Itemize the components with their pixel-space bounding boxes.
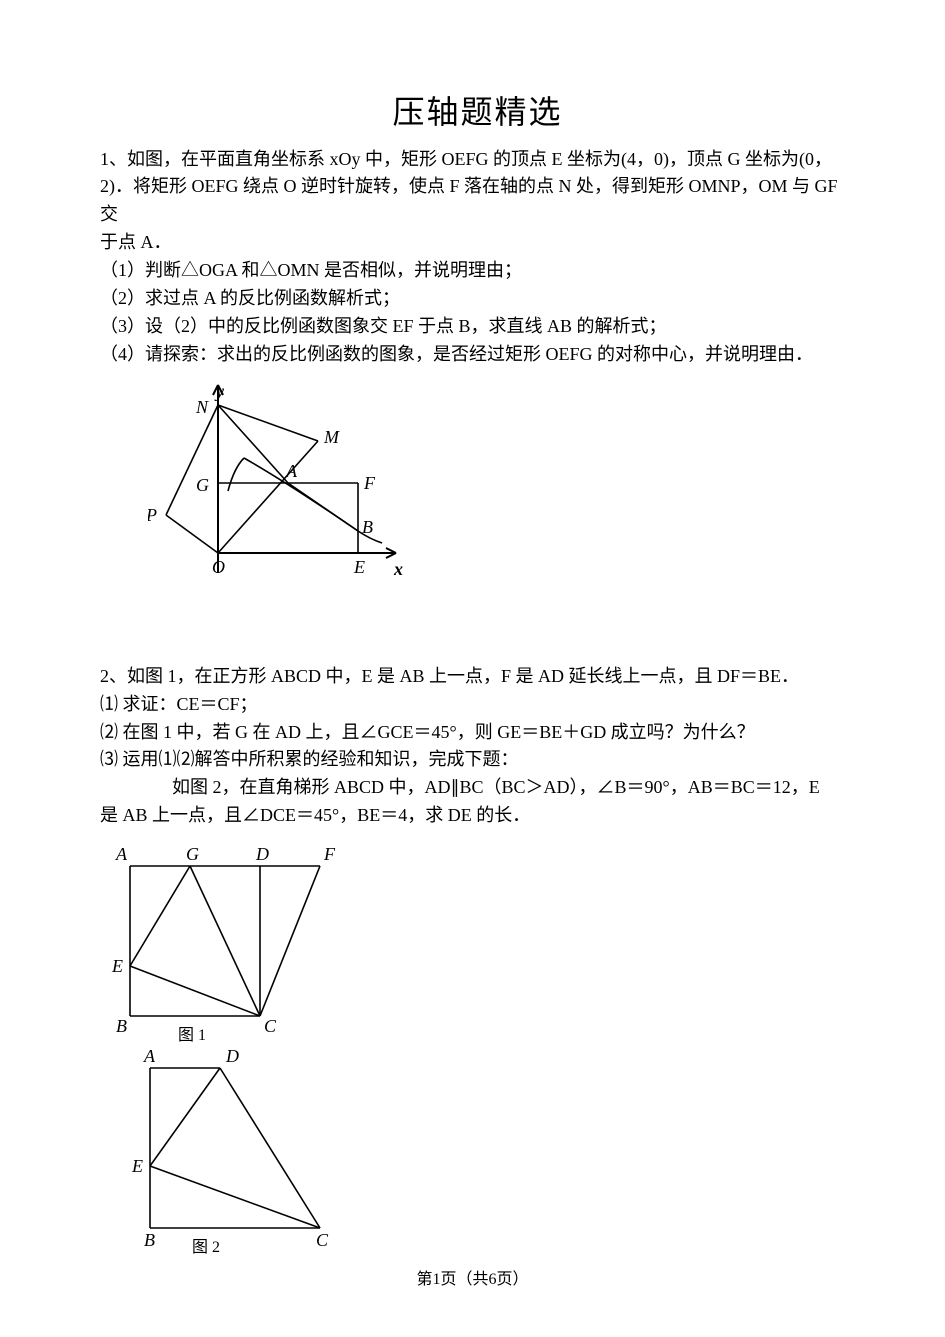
- svg-text:E: E: [353, 557, 365, 577]
- q1-figure: yN M G A F P B O Ex: [148, 373, 855, 603]
- svg-text:图 1: 图 1: [178, 1027, 206, 1044]
- svg-text:D: D: [225, 1048, 239, 1066]
- q1-part3: （3）设（2）中的反比例函数图象交 EF 于点 B，求直线 AB 的解析式；: [100, 313, 855, 341]
- q1-part2: （2）求过点 A 的反比例函数解析式；: [100, 285, 855, 313]
- question-2: 2、如图 1，在正方形 ABCD 中，E 是 AB 上一点，F 是 AD 延长线…: [100, 663, 855, 1258]
- svg-text:B: B: [362, 517, 373, 537]
- q2-part1: ⑴ 求证：CE＝CF；: [100, 691, 855, 719]
- svg-text:D: D: [255, 844, 269, 864]
- svg-text:E: E: [131, 1156, 143, 1176]
- svg-text:P: P: [148, 505, 157, 525]
- svg-text:y: y: [214, 381, 224, 401]
- svg-text:A: A: [115, 844, 128, 864]
- svg-text:F: F: [363, 473, 376, 493]
- svg-text:C: C: [316, 1230, 329, 1250]
- svg-text:x: x: [393, 559, 403, 579]
- page-footer: 第1页（共6页）: [0, 1268, 945, 1293]
- svg-text:A: A: [285, 461, 298, 481]
- question-1: 1、如图，在平面直角坐标系 xOy 中，矩形 OEFG 的顶点 E 坐标为(4，…: [100, 146, 855, 603]
- q1-number: 1、: [100, 149, 127, 169]
- q2-number: 2、: [100, 666, 127, 686]
- svg-text:A: A: [143, 1048, 156, 1066]
- q1-part1: （1）判断△OGA 和△OMN 是否相似，并说明理由；: [100, 257, 855, 285]
- q2-part2: ⑵ 在图 1 中，若 G 在 AD 上，且∠GCE＝45°，则 GE＝BE＋GD…: [100, 719, 855, 747]
- q2-line1: 如图 1，在正方形 ABCD 中，E 是 AB 上一点，F 是 AD 延长线上一…: [127, 666, 799, 686]
- svg-text:N: N: [195, 397, 209, 417]
- svg-text:C: C: [264, 1016, 277, 1036]
- svg-text:图 2: 图 2: [192, 1239, 220, 1256]
- svg-text:G: G: [186, 844, 199, 864]
- q2-figure2: A D E B C 图 2: [100, 1048, 855, 1258]
- svg-text:M: M: [323, 427, 340, 447]
- q2-part3b-a: 如图 2，在直角梯形 ABCD 中，AD∥BC（BC＞AD），∠B＝90°，AB…: [172, 774, 855, 802]
- svg-text:F: F: [323, 844, 336, 864]
- svg-text:E: E: [111, 956, 123, 976]
- svg-text:B: B: [144, 1230, 155, 1250]
- q1-line3: 于点 A．: [100, 229, 855, 257]
- q2-part3b-b: 是 AB 上一点，且∠DCE＝45°，BE＝4，求 DE 的长．: [100, 802, 855, 830]
- q1-line2: 2)．将矩形 OEFG 绕点 O 逆时针旋转，使点 F 落在轴的点 N 处，得到…: [100, 173, 855, 229]
- svg-text:B: B: [116, 1016, 127, 1036]
- q2-figure1: A G D F E B C 图 1: [100, 836, 855, 1046]
- svg-text:G: G: [196, 475, 209, 495]
- q1-line1: 如图，在平面直角坐标系 xOy 中，矩形 OEFG 的顶点 E 坐标为(4，0)…: [127, 149, 832, 169]
- page-title: 压轴题精选: [100, 88, 855, 138]
- svg-text:O: O: [212, 557, 225, 577]
- q2-part3: ⑶ 运用⑴⑵解答中所积累的经验和知识，完成下题：: [100, 746, 855, 774]
- q1-part4: （4）请探索：求出的反比例函数的图象，是否经过矩形 OEFG 的对称中心，并说明…: [100, 341, 855, 369]
